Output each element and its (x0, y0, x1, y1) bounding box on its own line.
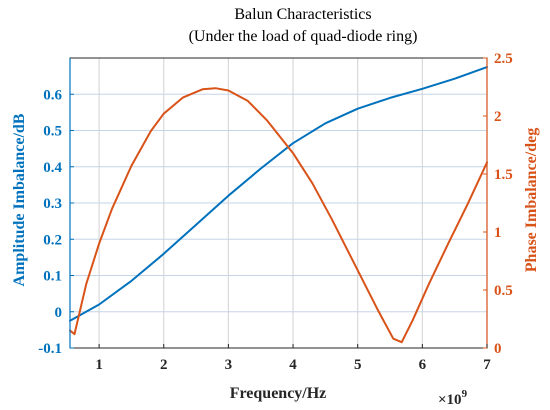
x-multiplier-base: ×10 (438, 392, 462, 408)
plot-series (69, 66, 488, 344)
x-tick-label: 7 (483, 357, 491, 373)
right-tick-label: 1.5 (494, 167, 513, 183)
x-tick-label: 5 (354, 357, 362, 373)
x-tick-label: 4 (289, 357, 297, 373)
x-tick-label: 2 (160, 357, 168, 373)
axis-ticks: 1 2 3 4 5 6 7 -0.1 0 0.1 0.2 0.3 0.4 0.5 0.6 0 0.5 1 1.5 2 2… (38, 51, 513, 373)
amplitude-imbalance-line (69, 66, 488, 322)
x-axis-label: Frequency/Hz (230, 385, 327, 402)
left-tick-label: 0.1 (43, 269, 62, 285)
phase-imbalance-line (69, 87, 488, 344)
chart-title: Balun Characteristics (234, 6, 371, 23)
grid-lines (70, 58, 488, 348)
left-tick-label: -0.1 (38, 341, 62, 357)
right-tick-label: 2.5 (494, 51, 513, 67)
x-axis-multiplier: ×109 (438, 388, 468, 408)
right-tick-label: 2 (494, 109, 502, 125)
chart-subtitle: (Under the load of quad-diode ring) (189, 28, 418, 45)
x-tick-label: 3 (225, 357, 233, 373)
right-tick-label: 0 (494, 341, 502, 357)
x-tick-label: 1 (95, 357, 103, 373)
x-multiplier-exponent: 9 (462, 388, 468, 400)
left-tick-label: 0.3 (43, 196, 62, 212)
left-tick-label: 0.5 (43, 124, 62, 140)
left-tick-label: 0.2 (43, 232, 62, 248)
right-y-axis-label: Phase Imbalance/deg (523, 128, 540, 272)
left-tick-label: 0.6 (43, 87, 62, 103)
left-y-axis-label: Amplitude Imbalance/dB (11, 113, 28, 286)
left-tick-label: 0 (55, 305, 63, 321)
x-tick-label: 6 (419, 357, 427, 373)
right-tick-label: 0.5 (494, 283, 513, 299)
right-tick-label: 1 (494, 225, 502, 241)
left-tick-label: 0.4 (43, 160, 62, 176)
